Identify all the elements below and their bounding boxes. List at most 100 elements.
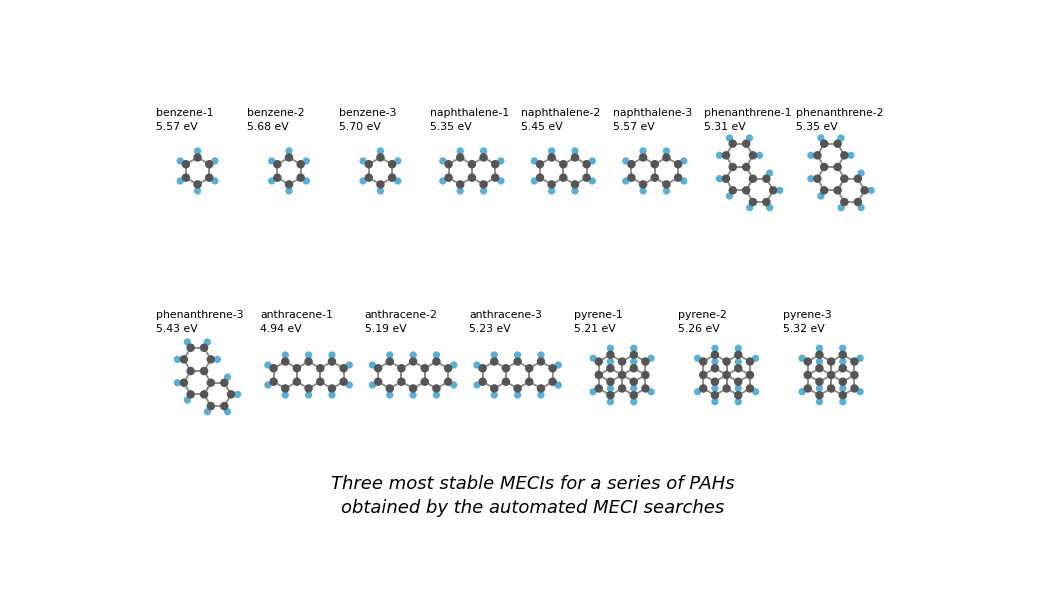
Circle shape bbox=[711, 392, 719, 399]
Circle shape bbox=[840, 198, 848, 206]
Text: pyrene-3: pyrene-3 bbox=[783, 309, 831, 320]
Circle shape bbox=[641, 188, 646, 194]
Circle shape bbox=[868, 187, 874, 193]
Circle shape bbox=[727, 193, 732, 199]
Circle shape bbox=[681, 178, 686, 184]
Circle shape bbox=[468, 174, 475, 181]
Circle shape bbox=[734, 351, 742, 359]
Circle shape bbox=[515, 352, 521, 358]
Circle shape bbox=[735, 399, 742, 405]
Circle shape bbox=[838, 135, 843, 141]
Circle shape bbox=[560, 174, 567, 181]
Circle shape bbox=[712, 386, 718, 391]
Circle shape bbox=[268, 158, 275, 164]
Circle shape bbox=[398, 378, 405, 385]
Circle shape bbox=[695, 355, 701, 361]
Circle shape bbox=[451, 382, 457, 388]
Text: anthracene-1: anthracene-1 bbox=[260, 309, 333, 320]
Circle shape bbox=[398, 365, 405, 372]
Circle shape bbox=[799, 355, 805, 361]
Circle shape bbox=[631, 346, 636, 351]
Circle shape bbox=[723, 175, 729, 182]
Circle shape bbox=[711, 365, 719, 372]
Circle shape bbox=[340, 365, 347, 372]
Circle shape bbox=[376, 154, 384, 161]
Circle shape bbox=[857, 389, 863, 395]
Circle shape bbox=[595, 385, 602, 392]
Circle shape bbox=[675, 174, 681, 181]
Circle shape bbox=[821, 140, 828, 147]
Circle shape bbox=[712, 359, 718, 365]
Circle shape bbox=[619, 385, 626, 392]
Circle shape bbox=[583, 174, 591, 181]
Text: 5.19 eV: 5.19 eV bbox=[365, 324, 407, 334]
Circle shape bbox=[642, 358, 649, 365]
Circle shape bbox=[814, 175, 821, 182]
Circle shape bbox=[274, 174, 281, 181]
Circle shape bbox=[804, 358, 811, 365]
Circle shape bbox=[282, 392, 288, 398]
Circle shape bbox=[642, 371, 649, 378]
Circle shape bbox=[804, 371, 811, 378]
Circle shape bbox=[743, 187, 750, 194]
Circle shape bbox=[387, 352, 393, 358]
Circle shape bbox=[206, 161, 213, 168]
Circle shape bbox=[270, 378, 277, 385]
Text: obtained by the automated MECI searches: obtained by the automated MECI searches bbox=[341, 500, 725, 517]
Circle shape bbox=[433, 385, 440, 392]
Circle shape bbox=[207, 379, 214, 386]
Circle shape bbox=[304, 158, 309, 164]
Circle shape bbox=[695, 389, 701, 395]
Circle shape bbox=[220, 402, 228, 410]
Circle shape bbox=[734, 365, 742, 372]
Circle shape bbox=[265, 382, 270, 388]
Circle shape bbox=[711, 351, 719, 359]
Circle shape bbox=[700, 385, 707, 392]
Circle shape bbox=[492, 161, 499, 168]
Circle shape bbox=[175, 380, 180, 386]
Circle shape bbox=[828, 385, 835, 392]
Circle shape bbox=[631, 399, 636, 405]
Text: pyrene-2: pyrene-2 bbox=[678, 309, 727, 320]
Circle shape bbox=[743, 163, 750, 171]
Circle shape bbox=[285, 181, 292, 188]
Circle shape bbox=[378, 148, 384, 154]
Circle shape bbox=[184, 339, 190, 345]
Circle shape bbox=[502, 378, 510, 385]
Circle shape bbox=[537, 174, 544, 181]
Circle shape bbox=[458, 188, 463, 194]
Circle shape bbox=[607, 392, 614, 399]
Circle shape bbox=[607, 365, 614, 372]
Circle shape bbox=[763, 198, 770, 206]
Circle shape bbox=[619, 358, 626, 365]
Circle shape bbox=[555, 382, 562, 388]
Circle shape bbox=[777, 187, 783, 193]
Circle shape bbox=[395, 178, 400, 184]
Circle shape bbox=[205, 339, 210, 345]
Text: benzene-1: benzene-1 bbox=[156, 108, 213, 118]
Circle shape bbox=[571, 181, 578, 188]
Circle shape bbox=[861, 187, 868, 194]
Circle shape bbox=[814, 152, 821, 159]
Circle shape bbox=[840, 346, 846, 351]
Circle shape bbox=[440, 158, 446, 164]
Circle shape bbox=[207, 356, 214, 363]
Circle shape bbox=[346, 382, 353, 388]
Circle shape bbox=[595, 358, 602, 365]
Circle shape bbox=[630, 365, 638, 372]
Circle shape bbox=[675, 161, 681, 168]
Circle shape bbox=[623, 178, 628, 184]
Circle shape bbox=[641, 148, 646, 154]
Circle shape bbox=[479, 365, 486, 372]
Circle shape bbox=[537, 161, 544, 168]
Circle shape bbox=[723, 152, 729, 159]
Circle shape bbox=[458, 148, 463, 154]
Circle shape bbox=[360, 178, 366, 184]
Circle shape bbox=[194, 188, 201, 194]
Circle shape bbox=[817, 135, 824, 141]
Circle shape bbox=[365, 174, 372, 181]
Circle shape bbox=[410, 352, 416, 358]
Text: 5.35 eV: 5.35 eV bbox=[430, 123, 472, 132]
Circle shape bbox=[265, 362, 270, 368]
Circle shape bbox=[838, 205, 844, 211]
